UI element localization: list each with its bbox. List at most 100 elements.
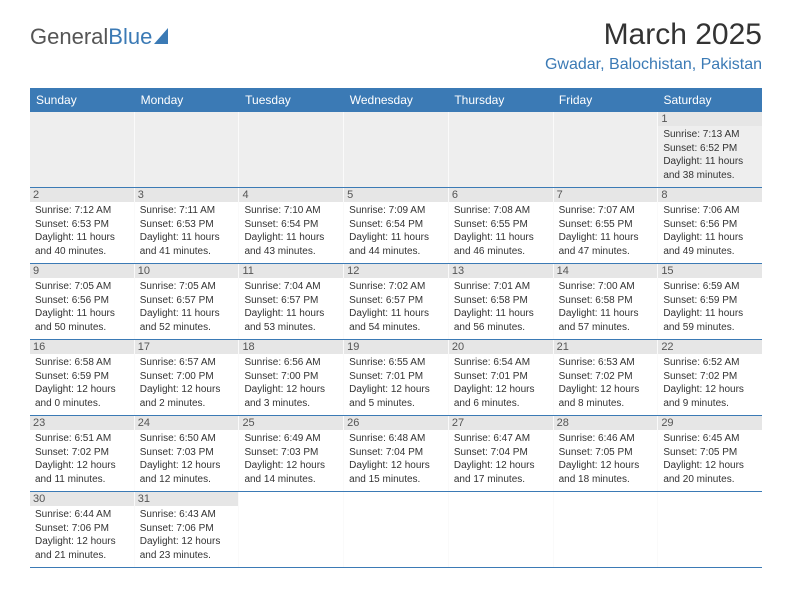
info-line: Sunrise: 7:11 AM — [140, 204, 234, 218]
calendar-week: 30Sunrise: 6:44 AMSunset: 7:06 PMDayligh… — [30, 492, 762, 568]
info-line: Sunrise: 7:00 AM — [559, 280, 653, 294]
day-number: 22 — [658, 340, 762, 354]
info-line: and 14 minutes. — [244, 473, 338, 487]
day-header: Sunday — [30, 88, 135, 112]
info-line: Sunrise: 7:01 AM — [454, 280, 548, 294]
info-line: Sunrise: 6:51 AM — [35, 432, 129, 446]
calendar-cell: 8 Sunrise: 7:06 AMSunset: 6:56 PMDaylight… — [658, 188, 762, 263]
info-line: Sunset: 7:04 PM — [454, 446, 548, 460]
day-info: Sunrise: 6:47 AMSunset: 7:04 PMDaylight:… — [454, 432, 548, 486]
page-header: General Blue March 2025 Gwadar, Balochis… — [0, 0, 792, 82]
title-block: March 2025 Gwadar, Balochistan, Pakistan — [545, 18, 762, 74]
info-line: Sunset: 6:53 PM — [140, 218, 234, 232]
info-line: Sunset: 7:01 PM — [454, 370, 548, 384]
calendar-cell: 20Sunrise: 6:54 AMSunset: 7:01 PMDayligh… — [449, 340, 554, 415]
info-line: and 50 minutes. — [35, 321, 129, 335]
day-info: Sunrise: 6:53 AMSunset: 7:02 PMDaylight:… — [559, 356, 653, 410]
info-line: Sunset: 6:57 PM — [140, 294, 234, 308]
calendar-cell: 16 Sunrise: 6:58 AMSunset: 6:59 PMDayligh… — [30, 340, 135, 415]
calendar-cell: 31 Sunrise: 6:43 AMSunset: 7:06 PMDayligh… — [135, 492, 240, 567]
calendar-cell: 18Sunrise: 6:56 AMSunset: 7:00 PMDayligh… — [239, 340, 344, 415]
info-line: Sunrise: 7:05 AM — [35, 280, 129, 294]
info-line: Sunrise: 6:55 AM — [349, 356, 443, 370]
calendar-cell: 3Sunrise: 7:11 AMSunset: 6:53 PMDaylight… — [135, 188, 240, 263]
info-line: Daylight: 11 hours — [663, 307, 757, 321]
calendar-week: 9Sunrise: 7:05 AMSunset: 6:56 PMDaylight… — [30, 264, 762, 340]
day-header: Friday — [553, 88, 658, 112]
info-line: and 47 minutes. — [559, 245, 653, 259]
info-line: and 0 minutes. — [35, 397, 129, 411]
calendar-cell: 11Sunrise: 7:04 AMSunset: 6:57 PMDayligh… — [239, 264, 344, 339]
day-info: Sunrise: 7:01 AMSunset: 6:58 PMDaylight:… — [454, 280, 548, 334]
info-line: and 56 minutes. — [454, 321, 548, 335]
day-info: Sunrise: 6:50 AMSunset: 7:03 PMDaylight:… — [140, 432, 234, 486]
day-info: Sunrise: 7:09 AMSunset: 6:54 PMDaylight:… — [349, 204, 443, 258]
info-line: Sunrise: 6:43 AM — [140, 508, 234, 522]
info-line: Sunset: 6:55 PM — [559, 218, 653, 232]
info-line: Daylight: 12 hours — [559, 383, 653, 397]
info-line: Sunset: 6:57 PM — [244, 294, 338, 308]
info-line: and 9 minutes. — [663, 397, 757, 411]
info-line: Sunrise: 7:10 AM — [244, 204, 338, 218]
info-line: Sunrise: 6:47 AM — [454, 432, 548, 446]
calendar-cell: 19Sunrise: 6:55 AMSunset: 7:01 PMDayligh… — [344, 340, 449, 415]
day-header: Saturday — [657, 88, 762, 112]
day-info: Sunrise: 6:43 AMSunset: 7:06 PMDaylight:… — [140, 508, 234, 562]
day-number: 26 — [344, 416, 448, 430]
calendar: SundayMondayTuesdayWednesdayThursdayFrid… — [30, 88, 762, 568]
info-line: Sunrise: 6:53 AM — [559, 356, 653, 370]
info-line: Sunrise: 6:58 AM — [35, 356, 129, 370]
day-info: Sunrise: 7:10 AMSunset: 6:54 PMDaylight:… — [244, 204, 338, 258]
calendar-cell: 21 Sunrise: 6:53 AMSunset: 7:02 PMDayligh… — [554, 340, 659, 415]
info-line: Daylight: 11 hours — [35, 231, 129, 245]
day-info: Sunrise: 7:08 AMSunset: 6:55 PMDaylight:… — [454, 204, 548, 258]
day-number: 28 — [554, 416, 658, 430]
info-line: Sunset: 7:02 PM — [35, 446, 129, 460]
day-number: 12 — [344, 264, 448, 278]
info-line: and 5 minutes. — [349, 397, 443, 411]
info-line: and 12 minutes. — [140, 473, 234, 487]
day-info: Sunrise: 7:13 AMSunset: 6:52 PMDaylight:… — [663, 128, 757, 182]
calendar-cell: 29Sunrise: 6:45 AMSunset: 7:05 PMDayligh… — [658, 416, 762, 491]
day-info: Sunrise: 6:58 AMSunset: 6:59 PMDaylight:… — [35, 356, 129, 410]
info-line: and 44 minutes. — [349, 245, 443, 259]
info-line: Sunset: 7:05 PM — [559, 446, 653, 460]
calendar-cell: 14Sunrise: 7:00 AMSunset: 6:58 PMDayligh… — [554, 264, 659, 339]
day-number: 16 — [30, 340, 134, 354]
info-line: Daylight: 11 hours — [663, 231, 757, 245]
day-number: 19 — [344, 340, 448, 354]
info-line: Sunset: 7:03 PM — [140, 446, 234, 460]
day-number: 31 — [135, 492, 239, 506]
info-line: and 17 minutes. — [454, 473, 548, 487]
day-info: Sunrise: 7:06 AMSunset: 6:56 PMDaylight:… — [663, 204, 757, 258]
info-line: Sunrise: 6:56 AM — [244, 356, 338, 370]
info-line: Daylight: 12 hours — [663, 459, 757, 473]
info-line: Sunrise: 7:07 AM — [559, 204, 653, 218]
info-line: Daylight: 12 hours — [35, 383, 129, 397]
day-info: Sunrise: 6:59 AMSunset: 6:59 PMDaylight:… — [663, 280, 757, 334]
info-line: Sunset: 6:56 PM — [663, 218, 757, 232]
calendar-cell: 23Sunrise: 6:51 AMSunset: 7:02 PMDayligh… — [30, 416, 135, 491]
info-line: Daylight: 11 hours — [244, 231, 338, 245]
day-number: 5 — [344, 188, 448, 202]
day-number: 8 — [658, 188, 762, 202]
day-header: Monday — [135, 88, 240, 112]
info-line: Sunrise: 6:49 AM — [244, 432, 338, 446]
calendar-cell: 6Sunrise: 7:08 AMSunset: 6:55 PMDaylight… — [449, 188, 554, 263]
info-line: Sunrise: 7:05 AM — [140, 280, 234, 294]
day-info: Sunrise: 6:57 AMSunset: 7:00 PMDaylight:… — [140, 356, 234, 410]
calendar-week: 1Sunrise: 7:13 AMSunset: 6:52 PMDaylight… — [30, 112, 762, 188]
info-line: Daylight: 11 hours — [454, 307, 548, 321]
info-line: Daylight: 12 hours — [140, 535, 234, 549]
info-line: Daylight: 11 hours — [349, 307, 443, 321]
day-number: 18 — [239, 340, 343, 354]
day-number: 21 — [554, 340, 658, 354]
calendar-cell: 7Sunrise: 7:07 AMSunset: 6:55 PMDaylight… — [554, 188, 659, 263]
calendar-cell-empty — [239, 112, 344, 187]
info-line: Daylight: 11 hours — [663, 155, 757, 169]
logo-text-blue: Blue — [108, 24, 152, 50]
info-line: and 6 minutes. — [454, 397, 548, 411]
info-line: Sunset: 7:02 PM — [663, 370, 757, 384]
calendar-cell-empty — [658, 492, 762, 567]
calendar-cell: 9Sunrise: 7:05 AMSunset: 6:56 PMDaylight… — [30, 264, 135, 339]
